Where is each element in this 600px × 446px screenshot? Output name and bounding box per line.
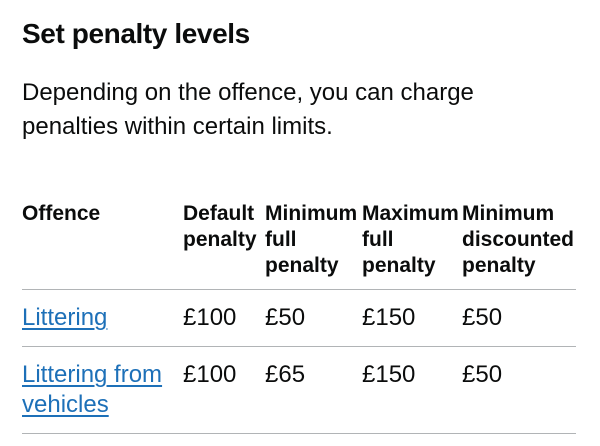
- offence-link-littering[interactable]: Littering: [22, 304, 108, 331]
- cell-maximum-full-penalty: £150: [362, 346, 462, 434]
- cell-default-penalty: £100: [183, 346, 265, 434]
- column-header-minimum-discounted-penalty: Minimum discounted penalty: [462, 201, 576, 290]
- cell-minimum-full-penalty: £65: [265, 346, 362, 434]
- penalty-table: Offence Default penalty Minimum full pen…: [22, 201, 576, 434]
- cell-minimum-discounted-penalty: £50: [462, 289, 576, 347]
- table-row: Littering £100 £50 £150 £50: [22, 289, 576, 347]
- column-header-offence: Offence: [22, 201, 183, 290]
- cell-minimum-full-penalty: £50: [265, 289, 362, 347]
- intro-text: Depending on the offence, you can charge…: [22, 79, 474, 140]
- cell-minimum-discounted-penalty: £50: [462, 346, 576, 434]
- cell-offence: Littering: [22, 289, 183, 347]
- cell-offence: Littering from vehicles: [22, 346, 183, 434]
- page: Set penalty levels Depending on the offe…: [22, 18, 576, 434]
- offence-link-littering-from-vehicles[interactable]: Littering from vehicles: [22, 361, 163, 418]
- table-header-row: Offence Default penalty Minimum full pen…: [22, 201, 576, 290]
- page-title: Set penalty levels: [22, 18, 250, 49]
- column-header-default-penalty: Default penalty: [183, 201, 265, 290]
- cell-default-penalty: £100: [183, 289, 265, 347]
- cell-maximum-full-penalty: £150: [362, 289, 462, 347]
- column-header-maximum-full-penalty: Maximum full penalty: [362, 201, 462, 290]
- column-header-minimum-full-penalty: Minimum full penalty: [265, 201, 362, 290]
- table-row: Littering from vehicles £100 £65 £150 £5…: [22, 346, 576, 434]
